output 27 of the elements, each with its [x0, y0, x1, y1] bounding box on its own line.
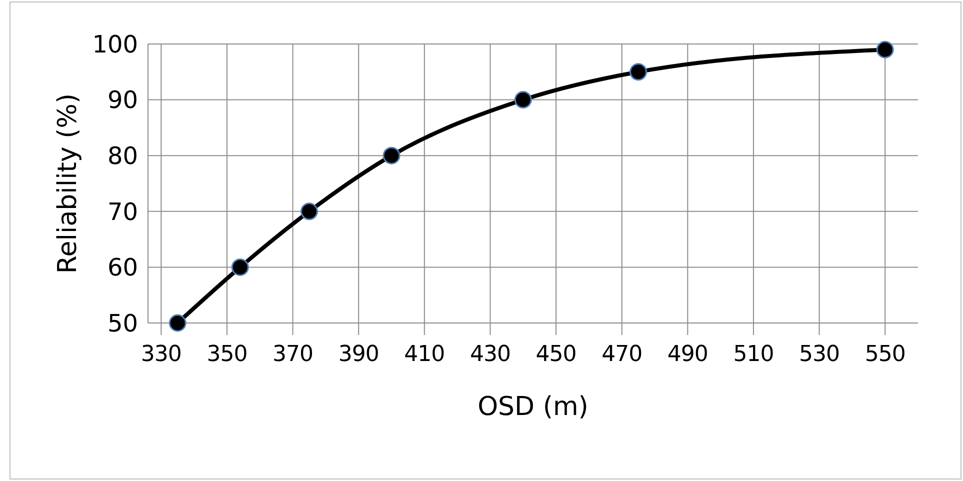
point — [300, 202, 318, 220]
x-tick-label: 390 — [338, 342, 379, 367]
y-tick-label: 60 — [107, 254, 138, 282]
x-tick-label: 430 — [470, 342, 510, 367]
y-axis-title: Reliability (%) — [53, 93, 83, 274]
point — [630, 63, 648, 81]
y-tick-label: 80 — [107, 142, 138, 170]
y-tick-label: 50 — [107, 309, 138, 338]
point — [382, 146, 400, 164]
y-tick-label: 90 — [107, 86, 138, 114]
y-tick-label: 100 — [92, 30, 138, 58]
x-tick-label: 550 — [864, 342, 906, 367]
x-axis-title: OSD (m) — [478, 392, 588, 422]
x-tick-label: 470 — [602, 342, 642, 367]
x-tick-label: 490 — [667, 342, 708, 367]
x-tick-label: 510 — [733, 342, 774, 367]
x-tick-label: 450 — [536, 342, 576, 367]
x-tick-label: 350 — [206, 342, 248, 367]
point — [876, 40, 894, 58]
y-tick-label: 70 — [107, 198, 138, 226]
point — [514, 91, 532, 109]
point — [168, 314, 186, 332]
point — [231, 258, 249, 276]
x-tick-label: 330 — [140, 342, 182, 367]
x-tick-label: 530 — [799, 342, 840, 367]
x-tick-label: 410 — [404, 342, 445, 367]
x-tick-label: 370 — [272, 342, 314, 367]
